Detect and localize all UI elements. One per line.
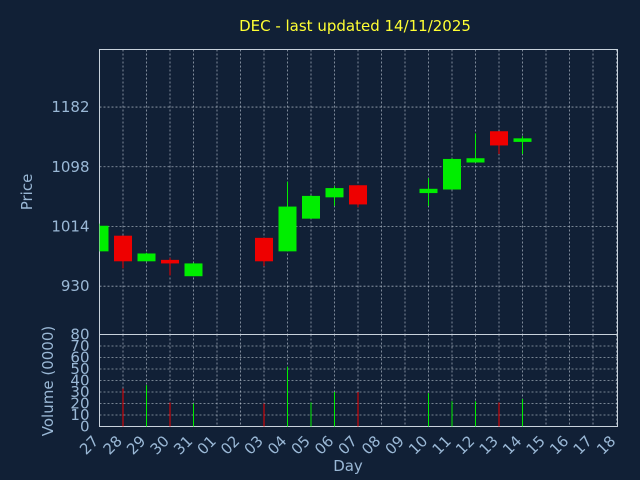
day-tick-label: 13 bbox=[476, 432, 502, 458]
volume-series bbox=[122, 366, 523, 427]
volume-tick-label: 50 bbox=[70, 360, 89, 378]
day-tick-label: 30 bbox=[147, 432, 173, 458]
price-tick-label: 1182 bbox=[51, 98, 89, 116]
candle-body bbox=[419, 188, 438, 194]
day-tick-label: 14 bbox=[499, 432, 525, 458]
day-axis-label: Day bbox=[333, 457, 363, 475]
price-tick-label: 930 bbox=[61, 277, 90, 295]
day-tick-label: 31 bbox=[170, 432, 196, 458]
day-tick-label: 27 bbox=[76, 432, 102, 458]
candle-body bbox=[99, 225, 109, 252]
day-tick-label: 01 bbox=[194, 432, 220, 458]
candle-body bbox=[349, 185, 367, 205]
volume-tick-label: 0 bbox=[80, 418, 90, 436]
day-tick-label: 02 bbox=[217, 432, 243, 458]
day-tick-label: 07 bbox=[335, 432, 361, 458]
price-axis-label: Price bbox=[18, 174, 36, 211]
price-tick-label: 1014 bbox=[51, 217, 89, 235]
day-tick-label: 03 bbox=[241, 432, 267, 458]
candle-body bbox=[278, 206, 297, 252]
day-tick-label: 08 bbox=[358, 432, 384, 458]
day-tick-label: 05 bbox=[288, 432, 314, 458]
chart-title: DEC - last updated 14/11/2025 bbox=[239, 17, 471, 35]
candle-body bbox=[513, 138, 532, 142]
day-axis: 2728293031010203040506070809101112131415… bbox=[76, 432, 619, 458]
price-axis: 930 1014 1098 1182 bbox=[51, 98, 89, 295]
volume-tick-label: 60 bbox=[70, 349, 89, 367]
volume-tick-label: 70 bbox=[70, 337, 89, 355]
day-tick-label: 29 bbox=[123, 432, 149, 458]
candle-body bbox=[325, 188, 344, 198]
volume-tick-label: 40 bbox=[70, 372, 89, 390]
candle-body bbox=[302, 195, 320, 219]
volume-tick-label: 20 bbox=[70, 395, 89, 413]
price-tick-label: 1098 bbox=[51, 158, 89, 176]
day-tick-label: 12 bbox=[452, 432, 478, 458]
day-tick-label: 16 bbox=[546, 432, 572, 458]
day-tick-label: 11 bbox=[429, 432, 455, 458]
day-tick-label: 09 bbox=[382, 432, 408, 458]
candle-body bbox=[161, 259, 179, 264]
day-tick-label: 04 bbox=[264, 432, 290, 458]
day-tick-label: 15 bbox=[523, 432, 549, 458]
candle-body bbox=[114, 235, 132, 262]
candle-body bbox=[490, 131, 508, 146]
day-tick-label: 17 bbox=[570, 432, 596, 458]
day-tick-label: 28 bbox=[100, 432, 126, 458]
candlestick-series bbox=[99, 131, 532, 277]
day-tick-label: 06 bbox=[311, 432, 337, 458]
volume-tick-label: 80 bbox=[70, 326, 89, 344]
price-grid bbox=[99, 49, 618, 335]
volume-axis-label: Volume (0000) bbox=[39, 326, 57, 436]
candle-body bbox=[137, 253, 156, 262]
candle-body bbox=[466, 158, 485, 163]
volume-tick-label: 30 bbox=[70, 383, 89, 401]
candle-body bbox=[184, 263, 203, 277]
day-tick-label: 18 bbox=[593, 432, 619, 458]
candle-body bbox=[255, 237, 273, 262]
candle-body bbox=[443, 158, 461, 190]
day-tick-label: 10 bbox=[405, 432, 431, 458]
volume-tick-label: 10 bbox=[70, 406, 89, 424]
